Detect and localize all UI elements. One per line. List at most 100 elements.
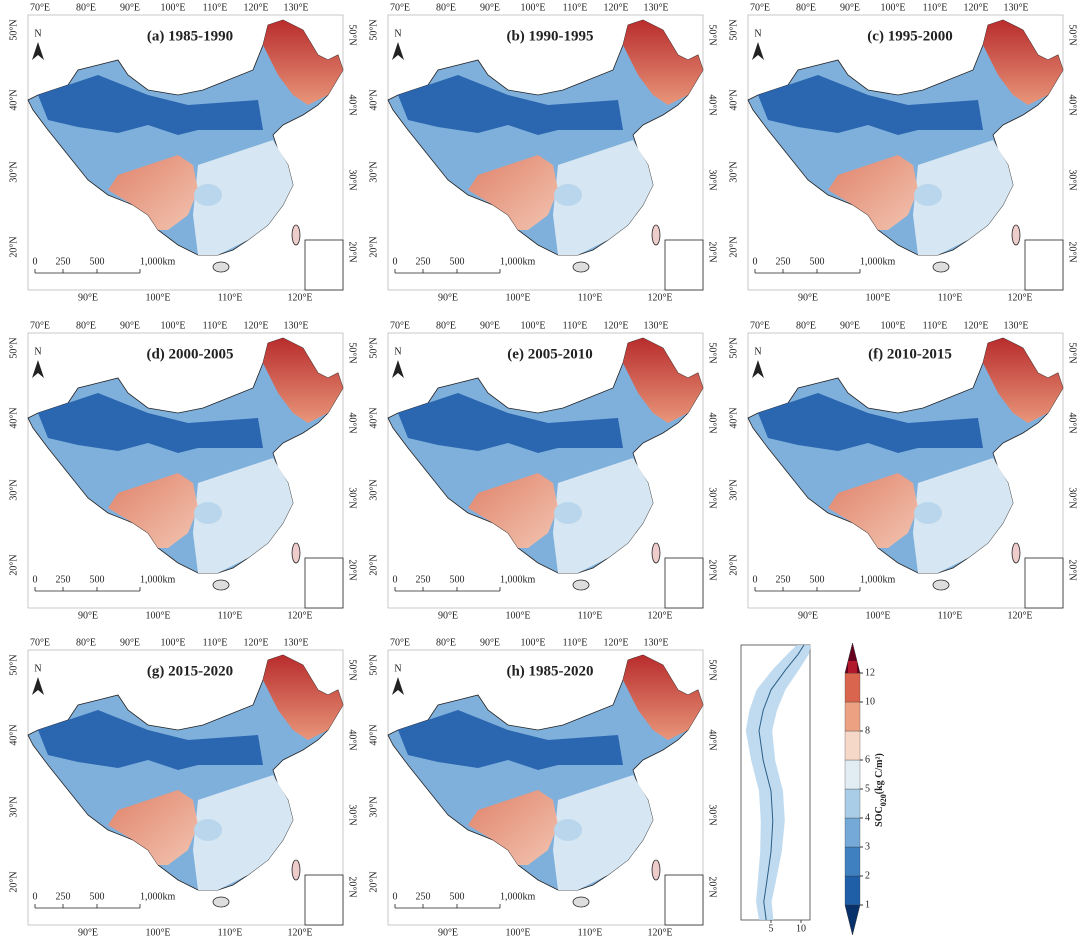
scale-label: 0: [753, 256, 758, 267]
southwest-region: [108, 473, 198, 548]
lat-label: 40°N: [8, 407, 19, 428]
inset: [664, 874, 704, 926]
north-arrow: [392, 360, 404, 378]
lat-label: 20°N: [8, 554, 19, 575]
north-arrow: [32, 360, 44, 378]
scale-label: 1,000km: [140, 574, 176, 585]
lat-label: 30°N: [347, 804, 358, 825]
scale-label: 500: [90, 574, 105, 585]
lon-label: 90°E: [480, 320, 500, 331]
inset: [664, 557, 704, 609]
scale-bar: [34, 904, 141, 909]
lon-label: 110°E: [203, 2, 228, 13]
lat-label: 30°N: [368, 479, 379, 500]
northeast-region: [623, 20, 703, 105]
scale-bar: [754, 269, 861, 274]
low-region: [38, 393, 263, 453]
lat-label: 50°N: [8, 654, 19, 675]
lat-label: 50°N: [347, 659, 358, 680]
inset: [304, 874, 344, 926]
colorbar-segment: [844, 701, 861, 732]
lon-label: 70°E: [390, 2, 410, 13]
lat-label: 50°N: [707, 342, 718, 363]
lon-label: 110°E: [578, 610, 603, 621]
lat-label: 40°N: [1067, 94, 1078, 115]
scale-label: 0: [393, 574, 398, 585]
scale-label: 0: [393, 891, 398, 902]
lat-label: 40°N: [347, 94, 358, 115]
north-label: N: [394, 663, 401, 674]
lat-label: 20°N: [728, 236, 739, 257]
southwest-region: [108, 155, 198, 230]
southwest-region: [828, 473, 918, 548]
china-map: [27, 19, 344, 273]
taiwan: [651, 859, 661, 881]
lon-label: 120°E: [287, 610, 312, 621]
lon-label: 80°E: [76, 320, 96, 331]
northeast-region: [263, 338, 343, 423]
lon-label: 100°E: [505, 927, 530, 938]
lon-label: 90°E: [840, 320, 860, 331]
basin: [554, 184, 582, 206]
lon-label: 120°E: [603, 2, 628, 13]
map-frame: [747, 14, 1064, 291]
lon-label: 120°E: [603, 320, 628, 331]
scale-label: 500: [450, 574, 465, 585]
basin: [194, 502, 222, 524]
lon-label: 90°E: [840, 2, 860, 13]
scale-label: 1,000km: [140, 891, 176, 902]
colorbar-title-part: (kg C/m²): [874, 753, 885, 794]
lat-label: 50°N: [347, 24, 358, 45]
lon-label: 100°E: [520, 2, 545, 13]
map-panel: (e) 2005-2010 N 70°E 80°E 90°E 100°E 110°E 120°…: [368, 320, 717, 621]
lon-label: 110°E: [923, 320, 948, 331]
lon-label: 130°E: [643, 320, 668, 331]
lat-label: 20°N: [347, 876, 358, 897]
lat-label: 40°N: [728, 407, 739, 428]
map-frame: [387, 332, 704, 609]
lon-label: 90°E: [78, 610, 98, 621]
lat-label: 40°N: [707, 94, 718, 115]
scale-label: 0: [753, 574, 758, 585]
lat-label: 50°N: [368, 337, 379, 358]
lon-label: 80°E: [796, 320, 816, 331]
colorbar-segment: [844, 817, 861, 848]
scale-label: 250: [56, 891, 71, 902]
lon-label: 90°E: [120, 637, 140, 648]
lat-label: 50°N: [728, 337, 739, 358]
taiwan: [291, 859, 301, 881]
southwest-region: [468, 473, 558, 548]
low-region: [398, 393, 623, 453]
lon-label: 130°E: [283, 320, 308, 331]
china-map: [387, 337, 704, 591]
southeast-region: [193, 458, 293, 573]
lon-label: 120°E: [963, 320, 988, 331]
scale-label: 500: [90, 256, 105, 267]
northeast-region: [263, 655, 343, 740]
north-arrow: [392, 42, 404, 60]
southeast-region: [553, 140, 653, 255]
lat-label: 50°N: [728, 19, 739, 40]
lon-label: 80°E: [436, 320, 456, 331]
lon-label: 90°E: [480, 2, 500, 13]
low-region: [38, 710, 263, 770]
colorbar-label: 2: [865, 870, 870, 881]
map-panel: (c) 1995-2000 N 70°E 80°E 90°E 100°E 110°E 120°…: [728, 2, 1077, 303]
map-panel: (b) 1990-1995 N 70°E 80°E 90°E 100°E 110°E 120°…: [368, 2, 717, 303]
basin: [194, 819, 222, 841]
northeast-region: [983, 20, 1063, 105]
lon-label: 90°E: [120, 320, 140, 331]
lat-label: 40°N: [728, 89, 739, 110]
lon-label: 80°E: [796, 2, 816, 13]
lon-label: 120°E: [963, 2, 988, 13]
lon-label: 110°E: [563, 637, 588, 648]
southwest-region: [108, 790, 198, 865]
colorbar-title: SOC020(kg C/m²): [874, 753, 888, 827]
basin: [914, 184, 942, 206]
lon-label: 100°E: [505, 292, 530, 303]
scale-label: 500: [90, 891, 105, 902]
map-frame: [387, 649, 704, 926]
lat-label: 30°N: [728, 161, 739, 182]
colorbar-label: 10: [865, 696, 875, 707]
panel-title: (e) 2005-2010: [507, 346, 592, 362]
